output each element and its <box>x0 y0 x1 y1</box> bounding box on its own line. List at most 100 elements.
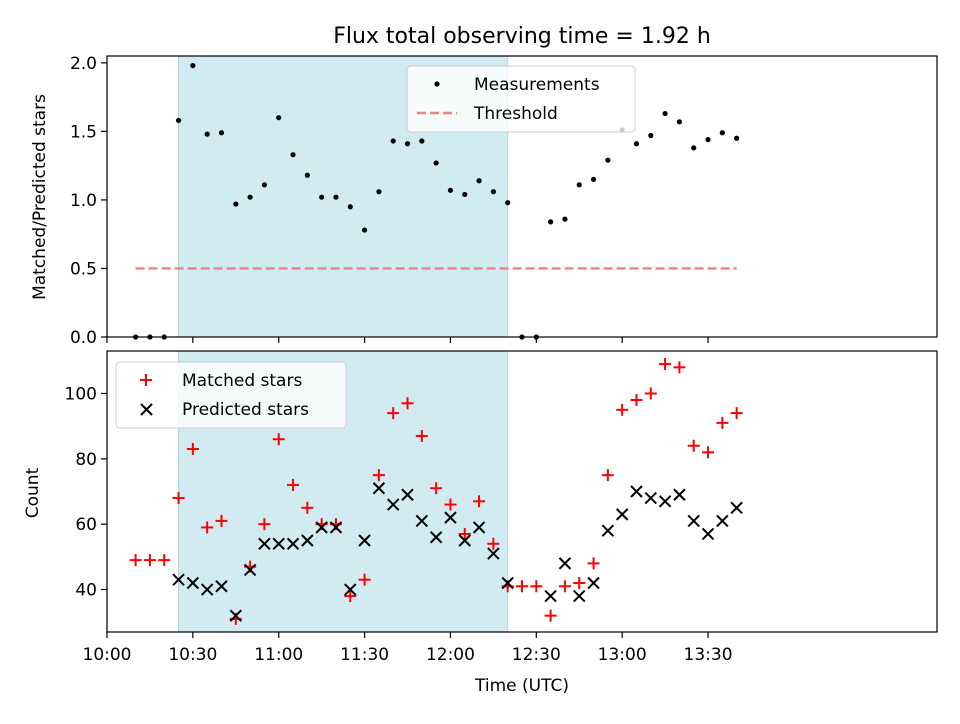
xtick-label: 13:30 <box>684 645 733 665</box>
predicted-star-point <box>587 576 600 590</box>
matched-star-point <box>444 498 457 511</box>
matched-star-point <box>358 573 371 586</box>
top-axes-frame <box>106 55 938 338</box>
predicted-star-point <box>358 534 371 547</box>
matched-star-point <box>301 501 314 514</box>
predicted-star-point <box>558 557 572 570</box>
predicted-star-point <box>172 573 185 586</box>
predicted-star-point <box>229 609 243 622</box>
bottom-legend: Matched stars Predicted stars <box>115 361 347 429</box>
xtick-label: 12:00 <box>426 645 475 665</box>
bottom-xlabel: Time (UTC) <box>474 676 569 696</box>
measurement-point <box>419 138 425 144</box>
predicted-star-point <box>200 583 214 596</box>
matched-star-point <box>186 443 199 456</box>
predicted-star-point <box>658 495 672 508</box>
xtick-label: 13:00 <box>598 645 647 665</box>
xtick-label: 12:30 <box>512 645 561 665</box>
measurement-point <box>734 135 740 141</box>
predicted-star-point <box>444 511 457 524</box>
legend-label-threshold: Threshold <box>473 104 558 124</box>
predicted-star-point <box>372 482 386 495</box>
matched-star-point <box>687 439 700 452</box>
matched-star-point <box>601 469 614 482</box>
measurement-point <box>390 138 396 144</box>
predicted-star-point <box>673 488 686 501</box>
measurement-point <box>648 132 654 139</box>
predicted-star-point <box>644 491 658 505</box>
matched-star-point <box>430 482 443 495</box>
predicted-star-point <box>630 485 643 498</box>
top-ytick-label: 0.0 <box>70 328 97 348</box>
measurement-point <box>276 115 282 121</box>
bottom-ytick-label: 100 <box>65 384 97 404</box>
measurement-point <box>633 141 640 147</box>
matched-star-point <box>716 416 729 429</box>
legend-marker-measurements <box>434 81 440 87</box>
top-ytick-label: 2.0 <box>70 54 97 74</box>
matched-star-point <box>544 609 557 622</box>
matched-star-point <box>172 492 185 505</box>
matched-star-point <box>487 537 500 550</box>
measurement-point <box>662 110 668 117</box>
legend-label-measurements: Measurements <box>474 75 600 95</box>
measurement-point <box>404 141 411 147</box>
measurement-point <box>590 176 597 182</box>
measurement-point <box>347 204 353 210</box>
legend-marker-predicted <box>140 403 153 416</box>
matched-star-point <box>158 554 171 567</box>
measurement-point <box>447 187 454 193</box>
measurement-point <box>218 130 225 136</box>
predicted-star-point <box>544 589 557 603</box>
matched-star-point <box>287 478 300 491</box>
top-ytick-label: 1.5 <box>70 122 97 142</box>
measurement-point <box>476 178 482 184</box>
bottom-ylabel: Count <box>23 467 43 518</box>
matched-star-point <box>143 554 156 567</box>
measurement-point <box>290 152 296 158</box>
chart-title: Flux total observing time = 1.92 h <box>333 24 711 49</box>
matched-star-point <box>387 407 400 420</box>
measurement-point <box>247 194 253 200</box>
bottom-ytick-label: 40 <box>75 581 97 601</box>
top-legend: Measurements Threshold <box>406 65 636 133</box>
measurement-point <box>576 182 582 188</box>
bottom-ytick-label: 60 <box>75 515 97 535</box>
matched-star-point <box>516 580 528 593</box>
matched-star-point <box>258 518 271 531</box>
predicted-star-point <box>429 531 443 544</box>
measurement-point <box>376 189 382 195</box>
measurement-point <box>548 219 554 225</box>
bottom-ytick-label: 80 <box>75 450 97 470</box>
predicted-star-point <box>315 521 328 534</box>
predicted-star-point <box>472 521 486 534</box>
xtick-label: 11:30 <box>340 645 389 665</box>
top-ytick-label: 1.0 <box>70 191 97 211</box>
predicted-star-point <box>458 534 471 547</box>
matched-star-point <box>644 387 657 400</box>
measurement-point <box>190 62 196 69</box>
predicted-star-point <box>386 498 400 511</box>
predicted-star-point <box>401 488 414 501</box>
xtick-label: 10:00 <box>83 645 132 665</box>
predicted-star-point <box>329 521 343 534</box>
matched-star-point <box>530 580 543 593</box>
predicted-star-point <box>344 583 357 596</box>
matched-star-point <box>702 446 715 459</box>
matched-star-point <box>201 521 214 534</box>
predicted-star-point <box>730 501 743 515</box>
predicted-star-point <box>487 547 500 560</box>
matched-star-point <box>372 469 385 482</box>
matched-star-point <box>473 495 486 508</box>
predicted-star-point <box>286 537 300 550</box>
predicted-star-point <box>301 534 314 547</box>
legend-label-matched: Matched stars <box>182 371 302 391</box>
predicted-star-point <box>601 524 615 537</box>
measurement-point <box>462 191 468 198</box>
measurement-point <box>562 216 568 222</box>
matched-star-point <box>129 554 142 567</box>
matched-star-point <box>673 361 686 374</box>
top-legend-frame <box>406 65 636 133</box>
